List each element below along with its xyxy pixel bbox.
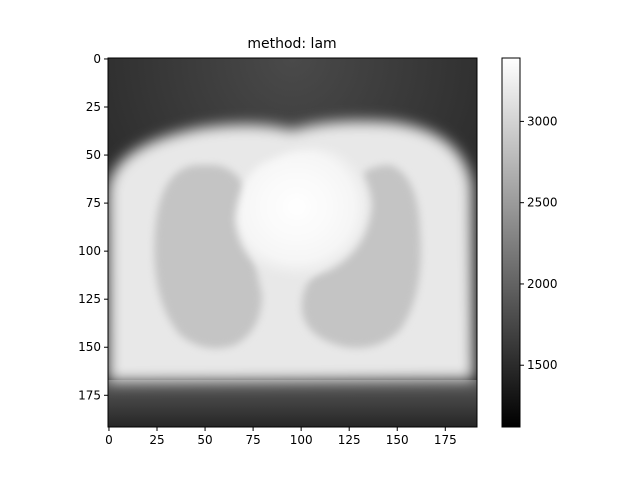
x-tick-label: 100	[290, 433, 313, 447]
x-tick-label: 50	[197, 433, 212, 447]
x-tick-label: 75	[245, 433, 260, 447]
colorbar: 1500 2000 2500 3000	[501, 57, 558, 428]
x-tick-label: 175	[434, 433, 457, 447]
y-tick-label: 75	[86, 196, 101, 210]
x-axis: 0 25 50 75 100 125 150 175	[105, 427, 457, 447]
y-axis: 0 25 50 75 100 125 150 175	[78, 52, 108, 402]
left-lung-region	[154, 165, 262, 349]
chart-title: method: lam	[247, 36, 336, 52]
colorbar-gradient	[501, 57, 521, 428]
y-tick-label: 150	[78, 340, 101, 354]
y-tick-label: 0	[93, 52, 101, 66]
plot-frame	[107, 57, 478, 428]
colorbar-tick-label: 2000	[527, 277, 558, 291]
colorbar-tick-label: 3000	[527, 114, 558, 128]
heart-region	[235, 148, 372, 278]
colorbar-tick-label: 2500	[527, 196, 558, 210]
x-tick-label: 0	[105, 433, 113, 447]
heatmap-image	[108, 58, 477, 427]
colorbar-ticks: 1500 2000 2500 3000	[520, 114, 558, 372]
y-tick-label: 100	[78, 244, 101, 258]
colorbar-tick-label: 1500	[527, 358, 558, 372]
right-lung-region	[301, 165, 421, 348]
y-tick-label: 175	[78, 388, 101, 402]
bottom-band-region	[108, 380, 477, 427]
x-tick-label: 125	[338, 433, 361, 447]
y-tick-label: 50	[86, 148, 101, 162]
y-tick-label: 125	[78, 292, 101, 306]
x-tick-label: 25	[149, 433, 164, 447]
x-tick-label: 150	[386, 433, 409, 447]
y-tick-label: 25	[86, 100, 101, 114]
